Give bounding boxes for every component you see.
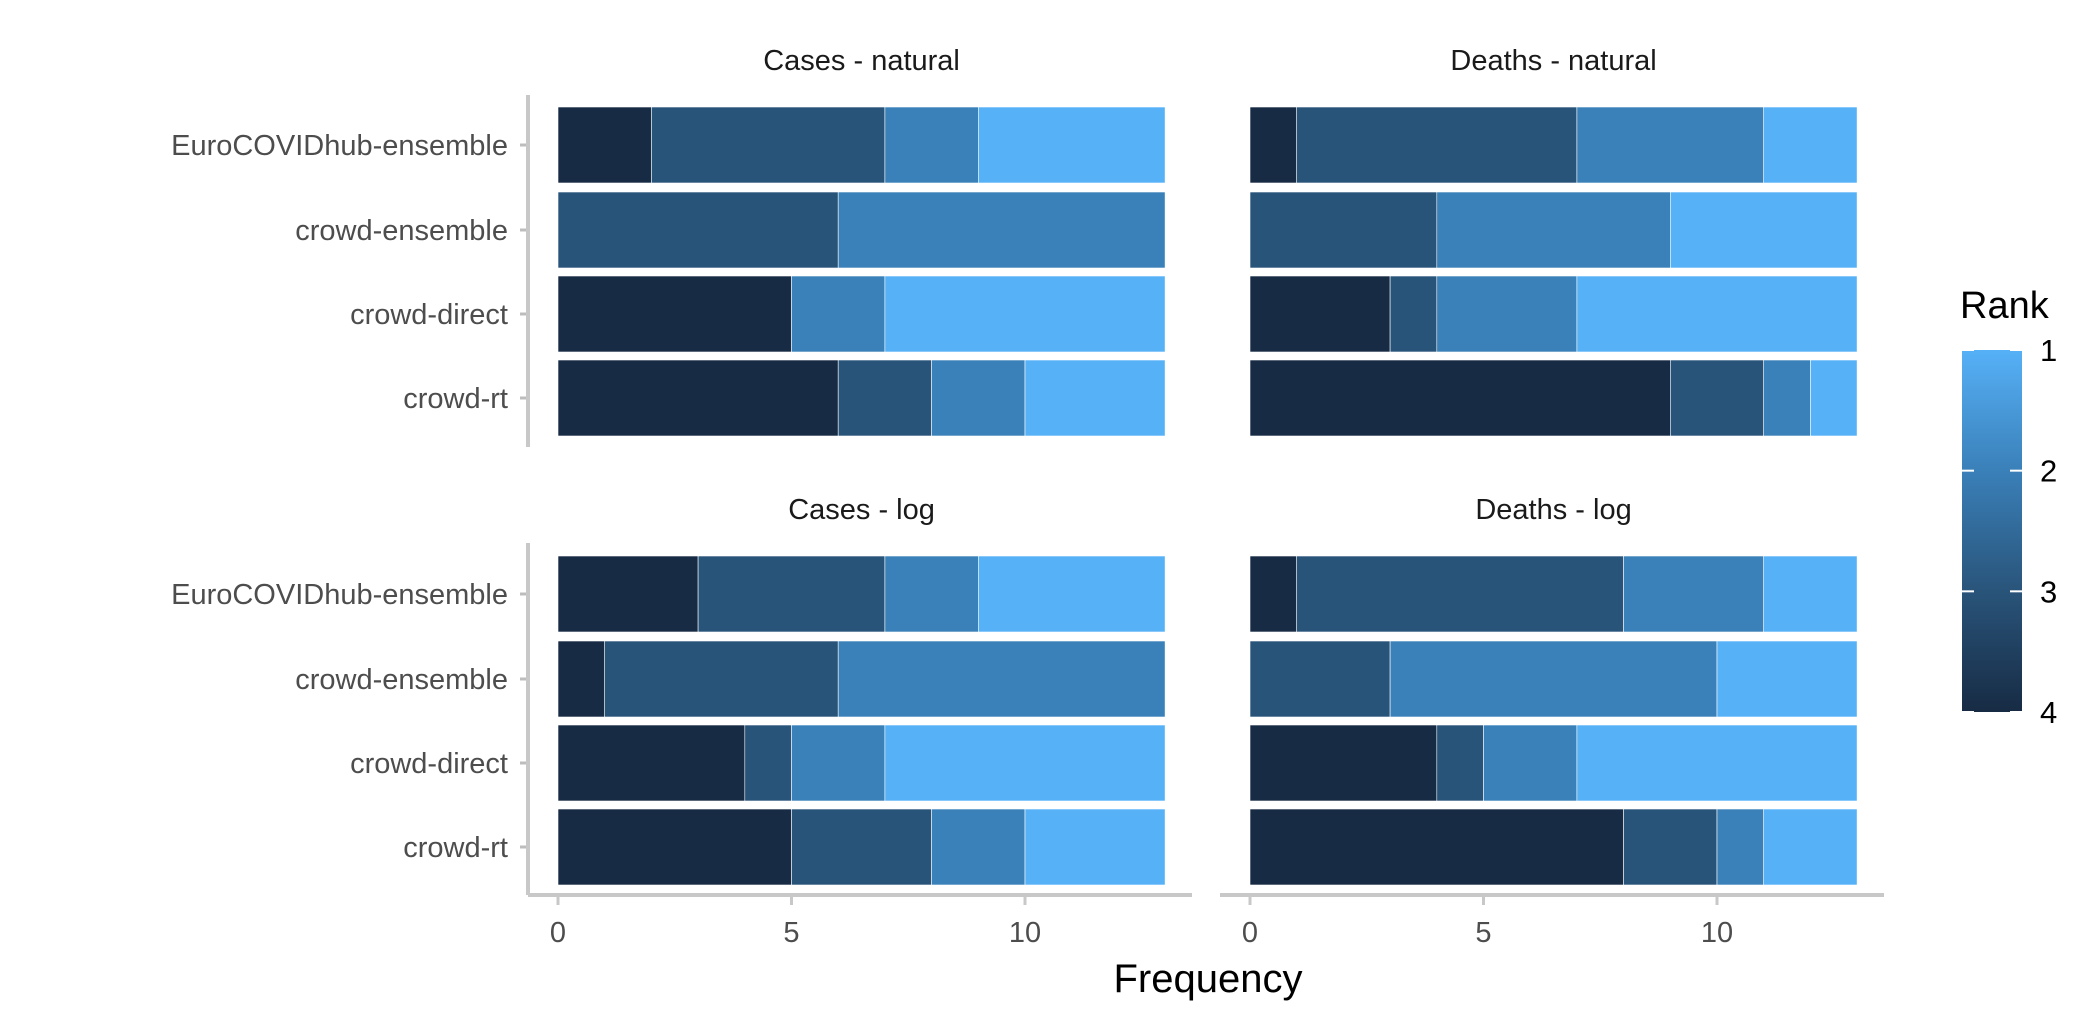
facet-panel: Deaths - log bbox=[1249, 494, 1858, 886]
bar-segment-rank-1 bbox=[977, 555, 1166, 633]
bar-segment-rank-1 bbox=[1810, 359, 1858, 437]
facets-layer: Cases - natural EuroCOVIDhub-ensemble crow… bbox=[171, 45, 1858, 886]
legend-colorbar bbox=[1962, 350, 2022, 712]
bar-segment-rank-2 bbox=[1436, 275, 1578, 353]
bar-segment-rank-3 bbox=[1249, 191, 1438, 269]
x-axis-title: Frequency bbox=[1114, 957, 1303, 1001]
bar-segment-rank-4 bbox=[1249, 106, 1298, 184]
x-tick-label: 0 bbox=[550, 917, 566, 949]
bar-segment-rank-3 bbox=[791, 808, 932, 886]
bar-segment-rank-3 bbox=[1389, 275, 1438, 353]
bar-segment-rank-2 bbox=[791, 724, 886, 802]
facet-panel: Deaths - natural bbox=[1249, 45, 1858, 437]
model-label: EuroCOVIDhub-ensemble bbox=[171, 579, 508, 611]
bar-segment-rank-4 bbox=[1249, 808, 1624, 886]
model-label: crowd-ensemble bbox=[295, 215, 508, 247]
facet-panel: Cases - log EuroCOVIDhub-ensemble crowd-en… bbox=[171, 494, 1166, 886]
bar-segment-rank-4 bbox=[557, 808, 792, 886]
x-tick-label: 10 bbox=[1009, 917, 1041, 949]
bar-segment-rank-4 bbox=[557, 275, 792, 353]
bar-segment-rank-2 bbox=[884, 555, 979, 633]
model-label: crowd-ensemble bbox=[295, 664, 508, 696]
bar-segment-rank-4 bbox=[1249, 555, 1298, 633]
bar-segment-rank-4 bbox=[557, 640, 606, 718]
bar-segment-rank-4 bbox=[557, 106, 652, 184]
legend-label: 1 bbox=[2040, 333, 2057, 368]
bar-segment-rank-4 bbox=[557, 724, 746, 802]
bar-segment-rank-2 bbox=[1623, 555, 1764, 633]
bar-segment-rank-2 bbox=[1436, 191, 1671, 269]
x-tick-label: 0 bbox=[1242, 917, 1258, 949]
bar-segment-rank-1 bbox=[884, 275, 1166, 353]
bar-segment-rank-3 bbox=[651, 106, 886, 184]
bar-segment-rank-1 bbox=[1670, 191, 1858, 269]
model-label: EuroCOVIDhub-ensemble bbox=[171, 130, 508, 162]
axes-layer: 0 5 10 0 5 10 bbox=[526, 95, 1884, 949]
bar-segment-rank-2 bbox=[1576, 106, 1765, 184]
bar-segment-rank-1 bbox=[1024, 359, 1166, 437]
model-label: crowd-direct bbox=[350, 748, 508, 780]
facet-title: Deaths - natural bbox=[1450, 45, 1656, 77]
legend-ticks: 1 2 3 4 bbox=[1962, 333, 2057, 730]
legend-label: 2 bbox=[2040, 454, 2057, 489]
bar-segment-rank-2 bbox=[931, 359, 1026, 437]
legend-title: Rank bbox=[1960, 285, 2050, 327]
legend-label: 4 bbox=[2040, 695, 2057, 730]
bar-segment-rank-2 bbox=[1763, 359, 1811, 437]
legend-label: 3 bbox=[2040, 574, 2057, 609]
bar-segment-rank-2 bbox=[884, 106, 979, 184]
facet-panel: Cases - natural EuroCOVIDhub-ensemble crow… bbox=[171, 45, 1166, 437]
bar-segment-rank-2 bbox=[791, 275, 886, 353]
bar-segment-rank-3 bbox=[604, 640, 839, 718]
bar-segment-rank-2 bbox=[837, 640, 1166, 718]
bar-segment-rank-3 bbox=[697, 555, 886, 633]
bar-segment-rank-1 bbox=[977, 106, 1166, 184]
x-tick-label: 10 bbox=[1701, 917, 1733, 949]
bar-segment-rank-4 bbox=[1249, 359, 1671, 437]
bar-segment-rank-4 bbox=[1249, 275, 1391, 353]
bar-segment-rank-2 bbox=[1716, 808, 1765, 886]
bar-segment-rank-1 bbox=[1763, 808, 1858, 886]
bar-segment-rank-1 bbox=[1576, 275, 1858, 353]
model-label: crowd-direct bbox=[350, 299, 508, 331]
bar-segment-rank-3 bbox=[1296, 555, 1624, 633]
bar-segment-rank-1 bbox=[1763, 555, 1858, 633]
facet-title: Cases - natural bbox=[763, 45, 960, 77]
bar-segment-rank-3 bbox=[1436, 724, 1484, 802]
bar-segment-rank-3 bbox=[557, 191, 839, 269]
x-tick-label: 5 bbox=[783, 917, 799, 949]
legend: Rank 1 2 3 4 bbox=[1960, 285, 2057, 730]
bar-segment-rank-1 bbox=[1763, 106, 1858, 184]
bar-segment-rank-3 bbox=[837, 359, 932, 437]
model-label: crowd-rt bbox=[403, 832, 508, 864]
bar-segment-rank-1 bbox=[884, 724, 1166, 802]
facet-title: Cases - log bbox=[788, 494, 935, 526]
bar-segment-rank-3 bbox=[1623, 808, 1718, 886]
bar-segment-rank-1 bbox=[1576, 724, 1858, 802]
bar-segment-rank-4 bbox=[557, 359, 839, 437]
x-tick-label: 5 bbox=[1475, 917, 1491, 949]
bar-segment-rank-3 bbox=[1670, 359, 1765, 437]
bar-segment-rank-4 bbox=[557, 555, 699, 633]
bar-segment-rank-2 bbox=[931, 808, 1026, 886]
facet-title: Deaths - log bbox=[1475, 494, 1631, 526]
bar-segment-rank-1 bbox=[1716, 640, 1858, 718]
model-label: crowd-rt bbox=[403, 383, 508, 415]
bar-segment-rank-2 bbox=[837, 191, 1166, 269]
bar-segment-rank-3 bbox=[1249, 640, 1391, 718]
bar-segment-rank-4 bbox=[1249, 724, 1438, 802]
bar-segment-rank-2 bbox=[1483, 724, 1578, 802]
bar-segment-rank-3 bbox=[1296, 106, 1578, 184]
bar-segment-rank-2 bbox=[1389, 640, 1718, 718]
bar-segment-rank-1 bbox=[1024, 808, 1166, 886]
bar-segment-rank-3 bbox=[744, 724, 792, 802]
